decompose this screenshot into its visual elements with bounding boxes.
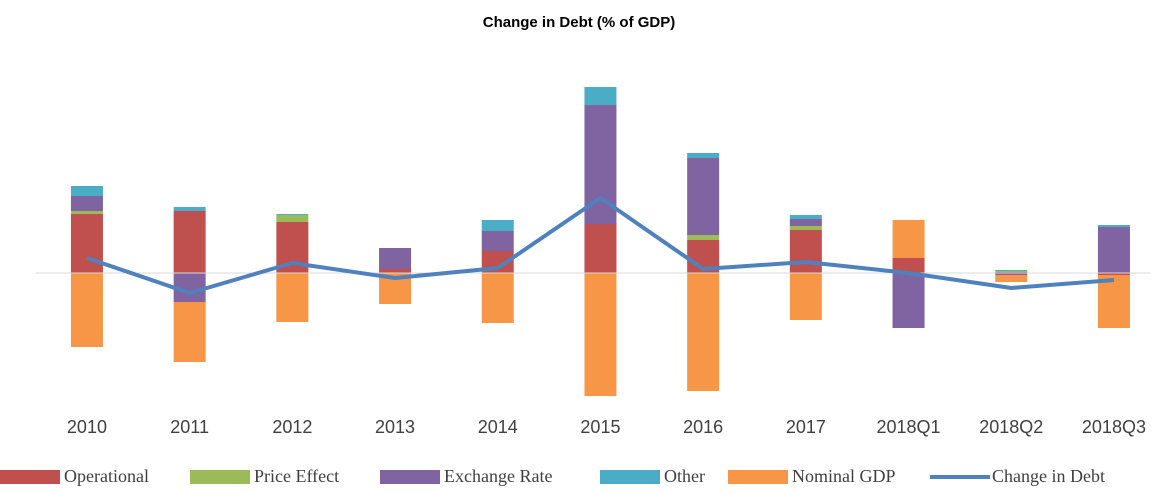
x-tick-label: 2016 [683, 417, 723, 437]
legend-swatch [380, 470, 440, 484]
legend-swatch [190, 470, 250, 484]
bar-segment [173, 211, 206, 273]
bar-segment [70, 196, 103, 211]
bar-segment [687, 235, 720, 240]
bar-segment [995, 273, 1028, 275]
bar-segment [995, 275, 1028, 282]
x-tick-label: 2014 [478, 417, 518, 437]
line-series [86, 196, 1115, 295]
bar-segment [892, 273, 925, 328]
bar-segment [789, 226, 822, 230]
bar-segment [584, 87, 617, 105]
x-tick-label: 2011 [170, 417, 209, 437]
x-tick-label: 2015 [580, 417, 620, 437]
bar-segment [173, 207, 206, 211]
bar-segment [276, 214, 309, 215]
legend-label: Other [664, 466, 705, 486]
bar-segment [70, 186, 103, 196]
legend-label: Price Effect [254, 466, 339, 486]
bar-segment [789, 219, 822, 226]
bar-segment [892, 220, 925, 258]
legend-label: Nominal GDP [792, 466, 896, 486]
bar-segment [481, 220, 514, 231]
x-tick-label: 2018Q2 [979, 417, 1043, 437]
legend-swatch [0, 470, 60, 484]
chart-title: Change in Debt (% of GDP) [483, 14, 676, 31]
legend-label: Operational [64, 466, 149, 486]
bar-segment [70, 211, 103, 214]
bar-segment [276, 273, 309, 322]
bar-segment [584, 224, 617, 273]
bar-segment [276, 215, 309, 222]
bar-segment [1097, 273, 1130, 275]
legend-label: Change in Debt [992, 466, 1105, 486]
legend-label: Exchange Rate [444, 466, 552, 486]
x-tick-label: 2010 [67, 417, 107, 437]
bar-segment [995, 271, 1028, 272]
bar-segment [1097, 227, 1130, 273]
bar-segment [995, 270, 1028, 271]
bar-segment [379, 269, 412, 273]
bar-segment [70, 214, 103, 273]
x-tick-label: 2018Q1 [877, 417, 941, 437]
bar-segment [789, 273, 822, 320]
x-tick-label: 2018Q3 [1082, 417, 1146, 437]
bar-segment [687, 153, 720, 158]
x-tick-label: 2012 [272, 417, 312, 437]
bar-segment [687, 273, 720, 391]
bar-segment [789, 230, 822, 273]
bar-segment [1097, 275, 1130, 328]
x-tick-label: 2013 [375, 417, 415, 437]
bar-segment [481, 273, 514, 323]
bar-segment [789, 215, 822, 219]
bar-segment [173, 302, 206, 362]
bar-segment [379, 248, 412, 269]
bar-segment [687, 158, 720, 235]
bar-segment [892, 258, 925, 273]
legend-swatch [600, 470, 660, 484]
legend-swatch [728, 470, 788, 484]
bar-segment [584, 273, 617, 396]
bar-segment [1097, 225, 1130, 227]
x-tick-label: 2017 [786, 417, 826, 437]
bar-segment [481, 231, 514, 251]
bar-segment [70, 273, 103, 347]
